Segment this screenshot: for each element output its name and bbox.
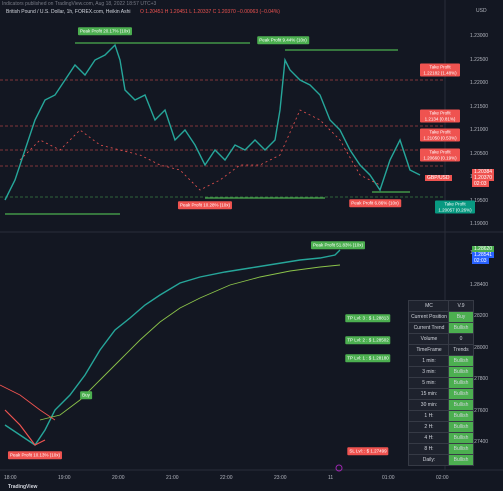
trade-annotation: TP Lvl: 3 : $ 1.28813 (345, 314, 391, 322)
trade-annotation: Take Profit 1.20660 (0.19%) (420, 148, 460, 162)
footer: TradingView (8, 484, 38, 490)
trade-annotation: Peak Profit 9.44% (10x) (257, 36, 309, 44)
price-tag: 1.20384 (472, 169, 495, 175)
time-label: 02:00 (436, 475, 449, 481)
trade-annotation: Peak Profit 6.86% (10x) (349, 199, 401, 207)
trade-annotation: Take Profit 1.2134 (0.81%) (420, 109, 460, 123)
trade-annotation: Take Profit 1.21050 (0.53%) (420, 128, 460, 142)
symbol-title: British Pound / U.S. Dollar, 1h, FOREX.c… (6, 9, 131, 15)
table-cell: Bullish (448, 322, 474, 334)
trade-annotation: TP Lvl: 2 : $ 1.28502 (345, 336, 391, 344)
trade-annotation: Buy (80, 391, 92, 399)
trade-annotation: Peak Profit 51.83% (10x) (310, 241, 366, 249)
price-label: 1.28400 (470, 281, 489, 288)
price-tag: 1.28620 (472, 246, 495, 252)
price-label: 1.20500 (470, 150, 489, 157)
price-label: 1.19000 (470, 221, 489, 227)
time-label: 01:00 (382, 475, 395, 481)
trade-annotation: Peak Profit 10.13% (10x) (7, 451, 63, 459)
price-tag: 02:03 (472, 258, 489, 264)
time-label: 22:00 (220, 475, 233, 481)
price-label: 1.22000 (470, 80, 489, 86)
moving-average-red (0, 384, 56, 421)
trade-annotation: Peak Profit 20.17% (10x) (77, 27, 133, 35)
trade-annotation: TP Lvl: 1 : $ 1.28180 (345, 354, 391, 362)
lower-price-path (4, 249, 341, 446)
trade-annotation: Take Profit 1.22182 (1.48%) (420, 63, 460, 77)
trade-annotation: Take Profit 1.20057 (0.26%) (435, 200, 475, 214)
price-path-down (19, 109, 381, 191)
level-lines (0, 42, 445, 215)
price-label: 1.27600 (470, 407, 489, 414)
lower-price-path-down (4, 409, 46, 446)
price-label: 1.28200 (470, 313, 489, 319)
price-label: 1.28000 (470, 344, 489, 351)
time-label: 21:00 (166, 475, 179, 481)
table-cell: Bullish (448, 454, 474, 466)
time-label: 18:00 (4, 475, 17, 481)
price-label: 1.23000 (470, 33, 489, 39)
currency: USD (476, 8, 487, 14)
price-label: 1.22500 (470, 56, 489, 63)
price-path (4, 43, 421, 201)
ohlc-values: O 1.20451 H 1.20451 L 1.20337 C 1.20370 … (140, 9, 280, 15)
price-label: 1.19500 (470, 197, 489, 204)
time-label: 23:00 (274, 475, 287, 481)
time-label: 20:00 (112, 475, 125, 481)
price-label: 1.27400 (470, 439, 489, 445)
price-tag: GBP/USD (425, 175, 452, 181)
price-label: 1.21000 (470, 127, 489, 133)
time-label: 19:00 (58, 475, 71, 481)
trade-annotation: SL Lvl: : $ 1.27499 (347, 447, 389, 455)
price-label: 1.21500 (470, 103, 489, 110)
table-cell: Daily: (408, 454, 450, 466)
published-note: Indicators published on TradingView.com,… (2, 1, 157, 7)
time-label: 11 (328, 475, 334, 481)
trade-annotation: Peak Profit 10.28% (10x) (177, 201, 233, 209)
price-tag: 02:03 (472, 181, 489, 187)
price-label: 1.27800 (470, 376, 489, 382)
event-marker (335, 464, 343, 472)
price-tag: 1.20370 (472, 175, 495, 181)
price-tag: 1.28541 (472, 252, 495, 258)
